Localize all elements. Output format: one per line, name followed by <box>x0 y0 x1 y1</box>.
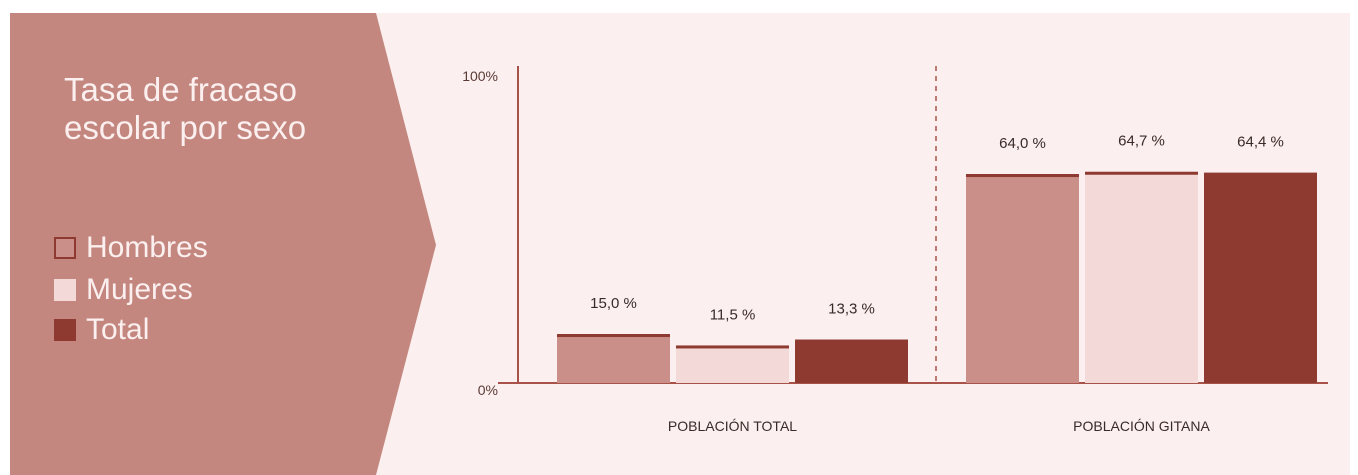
legend-item-mujeres: Mujeres <box>54 272 193 308</box>
data-label-total-1: 64,4 % <box>1237 134 1284 151</box>
bar-mujeres-1 <box>1085 171 1198 383</box>
data-label-hombres-1: 64,0 % <box>999 135 1046 152</box>
legend-swatch-total <box>54 319 76 341</box>
bar-total-1 <box>1204 172 1317 383</box>
bar-top-edge-hombres-0 <box>557 334 670 338</box>
bar-hombres-1 <box>966 174 1079 383</box>
chart-title-line-1: Tasa de fracaso <box>64 71 297 108</box>
legend-label-total: Total <box>86 313 150 346</box>
legend-item-total: Total <box>54 312 149 348</box>
legend-label-mujeres: Mujeres <box>86 273 193 306</box>
bar-mujeres-0 <box>676 345 789 383</box>
category-label-1: POBLACIÓN GITANA <box>1073 418 1210 434</box>
data-label-mujeres-0: 11,5 % <box>710 306 756 323</box>
bar-top-edge-total-1 <box>1204 172 1317 176</box>
side-panel: Tasa de fracaso escolar por sexo Hombres… <box>10 13 450 475</box>
legend-swatch-mujeres <box>54 279 76 301</box>
bar-top-edge-mujeres-0 <box>676 345 789 349</box>
legend-item-hombres: Hombres <box>54 230 208 266</box>
side-panel-arrow-shape <box>10 13 436 475</box>
chart-title-line-2: escolar por sexo <box>64 109 307 146</box>
category-label-0: POBLACIÓN TOTAL <box>668 418 797 434</box>
bar-top-edge-mujeres-1 <box>1085 171 1198 175</box>
bar-top-edge-total-0 <box>795 339 908 343</box>
data-label-hombres-0: 15,0 % <box>590 295 637 312</box>
data-label-total-0: 13,3 % <box>828 301 875 318</box>
legend-label-hombres: Hombres <box>86 231 208 264</box>
bar-hombres-0 <box>557 334 670 383</box>
y-tick-label-100: 100% <box>462 68 498 84</box>
bar-chart: 0% 100% 15,0 % 11,5 % 13,3 % POBLACIÓN TOTAL 6… <box>462 66 1328 434</box>
infographic: Tasa de fracaso escolar por sexo Hombres… <box>10 13 1350 475</box>
legend-swatch-hombres <box>54 237 76 259</box>
y-tick-label-0: 0% <box>478 382 498 398</box>
bar-top-edge-hombres-1 <box>966 174 1079 178</box>
bar-total-0 <box>795 339 908 383</box>
data-label-mujeres-1: 64,7 % <box>1118 133 1165 150</box>
